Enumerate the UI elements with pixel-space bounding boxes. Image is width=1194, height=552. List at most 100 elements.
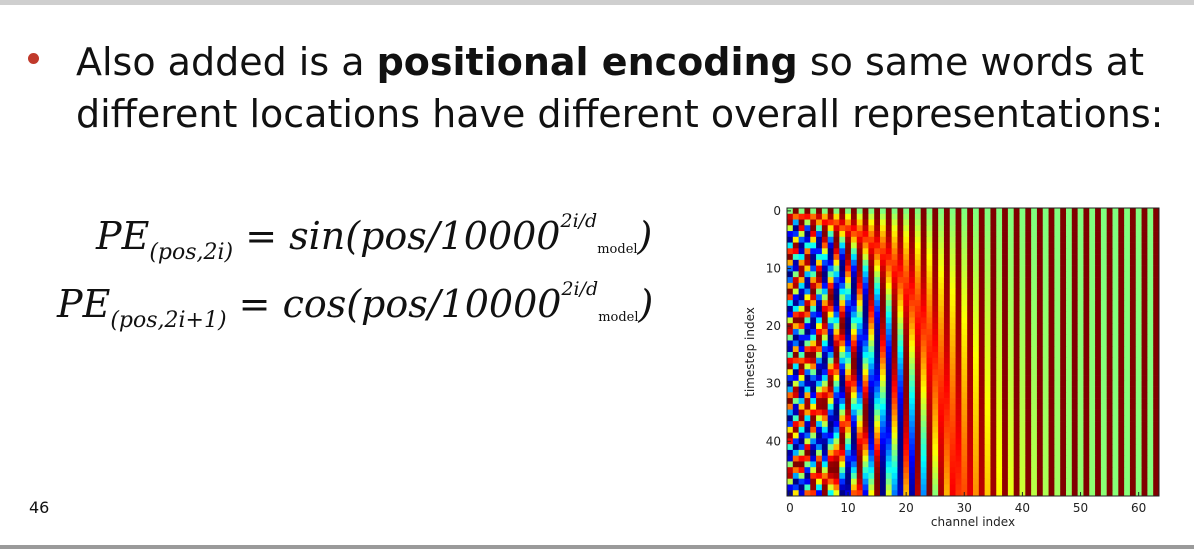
heatmap-cell bbox=[1147, 254, 1154, 261]
heatmap-cell bbox=[798, 375, 805, 382]
heatmap-cell bbox=[804, 317, 811, 324]
heatmap-cell bbox=[1042, 421, 1049, 428]
heatmap-cell bbox=[792, 254, 799, 261]
heatmap-cell bbox=[804, 334, 811, 341]
heatmap-cell bbox=[850, 288, 858, 295]
heatmap-cell bbox=[1071, 288, 1078, 295]
heatmap-cell bbox=[1002, 461, 1009, 468]
heatmap-cell bbox=[1129, 334, 1137, 341]
heatmap-cell bbox=[804, 472, 811, 480]
heatmap-cell bbox=[810, 357, 817, 364]
heatmap-cell bbox=[1112, 259, 1119, 266]
heatmap-cell bbox=[990, 375, 997, 382]
heatmap-cell bbox=[1060, 398, 1067, 405]
heatmap-cell bbox=[961, 208, 968, 215]
heatmap-cell bbox=[1013, 363, 1020, 370]
heatmap-cell bbox=[903, 311, 910, 318]
heatmap-cell bbox=[1066, 323, 1073, 330]
heatmap-cell bbox=[1100, 386, 1108, 393]
heatmap-cell bbox=[1118, 352, 1125, 359]
heatmap-cell bbox=[897, 490, 904, 497]
heatmap-cell bbox=[1129, 236, 1137, 243]
heatmap-cell bbox=[1060, 305, 1067, 313]
heatmap-cell bbox=[1071, 323, 1078, 330]
heatmap-cell bbox=[1147, 455, 1154, 462]
heatmap-cell bbox=[1153, 363, 1160, 370]
heatmap-cell bbox=[1031, 403, 1038, 410]
heatmap-cell bbox=[1095, 363, 1102, 370]
heatmap-cell bbox=[1118, 254, 1125, 261]
heatmap-cell bbox=[885, 444, 892, 451]
heatmap-cell bbox=[1066, 317, 1073, 324]
heatmap-cell bbox=[816, 225, 823, 232]
heatmap-cell bbox=[1031, 455, 1038, 462]
heatmap-cell bbox=[920, 449, 927, 457]
heatmap-cell bbox=[891, 352, 898, 359]
heatmap-cell bbox=[1077, 461, 1084, 468]
heatmap-cell bbox=[1083, 317, 1090, 324]
heatmap-cell bbox=[1025, 449, 1032, 457]
heatmap-cell bbox=[1007, 300, 1015, 307]
heatmap-cell bbox=[856, 490, 863, 497]
heatmap-cell bbox=[862, 467, 869, 474]
heatmap-cell bbox=[1013, 317, 1020, 324]
heatmap-cell bbox=[1036, 363, 1044, 370]
heatmap-cell bbox=[1153, 449, 1160, 457]
heatmap-cell bbox=[1129, 432, 1137, 439]
heatmap-cell bbox=[1025, 271, 1032, 278]
heatmap-cell bbox=[891, 421, 898, 428]
heatmap-cell bbox=[973, 231, 980, 238]
heatmap-cell bbox=[1054, 305, 1061, 313]
heatmap-cell bbox=[833, 478, 840, 485]
x-tick-label: 0 bbox=[786, 501, 794, 515]
heatmap-cell bbox=[996, 236, 1003, 243]
heatmap-cell bbox=[932, 392, 939, 399]
heatmap-cell bbox=[920, 219, 927, 226]
heatmap-cell bbox=[1112, 386, 1119, 393]
heatmap-cell bbox=[943, 449, 951, 457]
heatmap-cell bbox=[914, 369, 922, 376]
heatmap-cell bbox=[1100, 449, 1108, 457]
heatmap-cell bbox=[880, 444, 887, 451]
heatmap-cell bbox=[903, 369, 910, 376]
heatmap-cell bbox=[903, 277, 910, 284]
formula-sin-equals: = bbox=[233, 214, 290, 258]
heatmap-cell bbox=[1129, 294, 1137, 301]
heatmap-cell bbox=[787, 467, 794, 474]
heatmap-cell bbox=[932, 248, 939, 255]
heatmap-cell bbox=[1153, 277, 1160, 284]
heatmap-cell bbox=[1100, 334, 1108, 341]
heatmap-cell bbox=[821, 346, 829, 353]
heatmap-cell bbox=[798, 380, 805, 387]
heatmap-cell bbox=[1019, 386, 1026, 393]
heatmap-cell bbox=[885, 242, 892, 249]
heatmap-cell bbox=[967, 484, 974, 491]
heatmap-cell bbox=[938, 415, 945, 422]
heatmap-cell bbox=[909, 305, 916, 313]
heatmap-cell bbox=[856, 236, 863, 243]
heatmap-cell bbox=[1100, 392, 1108, 399]
heatmap-cell bbox=[1013, 271, 1020, 278]
heatmap-cell bbox=[920, 380, 927, 387]
heatmap-cell bbox=[1124, 352, 1131, 359]
heatmap-cell bbox=[868, 438, 875, 445]
heatmap-cell bbox=[868, 248, 875, 255]
heatmap-cell bbox=[1153, 265, 1160, 272]
heatmap-cell bbox=[903, 426, 910, 433]
heatmap-cell bbox=[874, 444, 881, 451]
heatmap-cell bbox=[856, 300, 863, 307]
heatmap-cell bbox=[1083, 403, 1090, 410]
heatmap-cell bbox=[810, 449, 817, 457]
heatmap-cell bbox=[1135, 311, 1142, 318]
heatmap-cell bbox=[1147, 277, 1154, 284]
heatmap-cell bbox=[862, 484, 869, 491]
heatmap-cell bbox=[1054, 328, 1061, 336]
heatmap-cell bbox=[874, 357, 881, 364]
heatmap-cell bbox=[967, 369, 974, 376]
heatmap-cell bbox=[862, 478, 869, 485]
heatmap-cell bbox=[1106, 254, 1113, 261]
heatmap-cell bbox=[1048, 219, 1055, 226]
heatmap-cell bbox=[1077, 231, 1084, 238]
heatmap-cell bbox=[967, 294, 974, 301]
heatmap-cell bbox=[1060, 426, 1067, 433]
